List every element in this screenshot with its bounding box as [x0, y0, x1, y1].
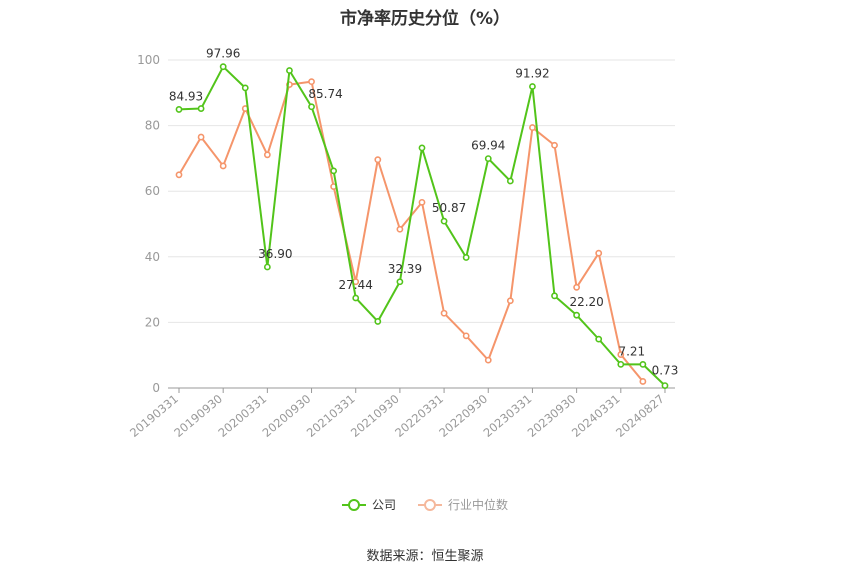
data-point-industry-median: [396, 225, 404, 233]
x-tick-label: 20190930: [171, 392, 225, 440]
series-line-industry-median: [178, 80, 644, 383]
series-line-company: [178, 65, 666, 387]
y-tick-label: 0: [152, 381, 160, 395]
data-label-company: 91.92: [515, 67, 549, 81]
data-label-company: 36.90: [258, 247, 292, 261]
data-point-industry-median: [374, 156, 382, 164]
data-point-industry-median: [529, 124, 536, 131]
data-point-industry-median: [506, 297, 514, 305]
data-point-company: [352, 294, 360, 302]
y-tick-label: 20: [145, 315, 160, 329]
data-point-company: [330, 167, 338, 175]
x-tick-label: 20200930: [260, 392, 314, 440]
chart-title: 市净率历史分位（%）: [339, 9, 511, 29]
data-point-company: [617, 360, 625, 368]
legend-label-company: 公司: [371, 498, 396, 512]
data-point-industry-median: [308, 78, 315, 86]
x-tick-label: 20190331: [127, 392, 181, 440]
legend[interactable]: 公司 行业中位数: [0, 496, 850, 513]
data-point-industry-median: [595, 249, 603, 257]
data-point-company: [308, 103, 315, 111]
y-tick-label: 80: [145, 119, 160, 133]
data-point-industry-median: [219, 162, 227, 170]
x-tick-label: 20230930: [525, 392, 579, 440]
x-tick-label: 20220331: [392, 392, 446, 440]
data-point-company: [440, 217, 448, 225]
data-point-company: [484, 155, 492, 162]
data-point-industry-median: [484, 356, 492, 364]
data-point-company: [241, 84, 249, 92]
data-label-company: 27.44: [339, 278, 373, 292]
data-label-company: 50.87: [432, 201, 466, 215]
y-tick-label: 40: [145, 250, 160, 264]
y-tick-label: 60: [145, 184, 160, 198]
data-point-company: [286, 67, 293, 74]
data-source: 数据来源：恒生聚源: [366, 549, 484, 564]
legend-item-company[interactable]: 公司: [341, 496, 396, 513]
data-point-company: [462, 254, 470, 261]
data-point-company: [396, 278, 404, 286]
data-point-company: [197, 105, 205, 112]
data-label-company: 0.73: [652, 364, 679, 378]
data-point-company: [639, 360, 647, 368]
data-point-company: [175, 106, 183, 113]
data-label-company: 85.74: [308, 87, 342, 101]
legend-swatch-company: [341, 498, 366, 511]
data-point-company: [529, 83, 536, 90]
data-label-company: 32.39: [388, 262, 422, 276]
y-tick-label: 100: [137, 53, 160, 67]
data-point-company: [506, 177, 514, 185]
data-point-company: [595, 335, 603, 343]
x-tick-label: 20240827: [613, 392, 667, 440]
data-point-company: [219, 63, 227, 71]
legend-swatch-industry-median: [418, 498, 442, 511]
data-label-company: 84.93: [169, 89, 203, 103]
data-point-company: [418, 144, 426, 152]
data-point-industry-median: [418, 198, 426, 206]
data-point-industry-median: [617, 351, 625, 358]
data-label-company: 22.20: [569, 295, 603, 309]
data-point-industry-median: [639, 378, 647, 385]
x-tick-label: 20200331: [215, 392, 269, 440]
x-tick-label: 20240331: [569, 392, 623, 440]
data-point-industry-median: [197, 133, 205, 141]
data-point-company: [573, 311, 581, 319]
data-point-company: [263, 263, 271, 271]
x-tick-label: 20220930: [436, 392, 490, 440]
x-tick-label: 20210930: [348, 392, 402, 440]
data-point-industry-median: [175, 171, 183, 179]
data-point-industry-median: [263, 151, 271, 159]
data-point-company: [661, 382, 669, 390]
data-label-company: 7.21: [618, 344, 645, 358]
data-point-company: [551, 292, 558, 300]
data-point-industry-median: [573, 283, 581, 291]
data-point-industry-median: [440, 309, 448, 317]
x-tick-label: 20210331: [304, 392, 358, 440]
data-label-company: 69.94: [471, 139, 505, 153]
legend-label-industry-median: 行业中位数: [448, 498, 509, 512]
data-point-industry-median: [551, 141, 558, 149]
data-point-industry-median: [462, 332, 470, 340]
data-label-company: 97.96: [206, 47, 240, 61]
x-tick-label: 20230331: [481, 392, 535, 440]
legend-item-industry-median[interactable]: 行业中位数: [418, 496, 508, 513]
data-point-company: [374, 318, 382, 325]
